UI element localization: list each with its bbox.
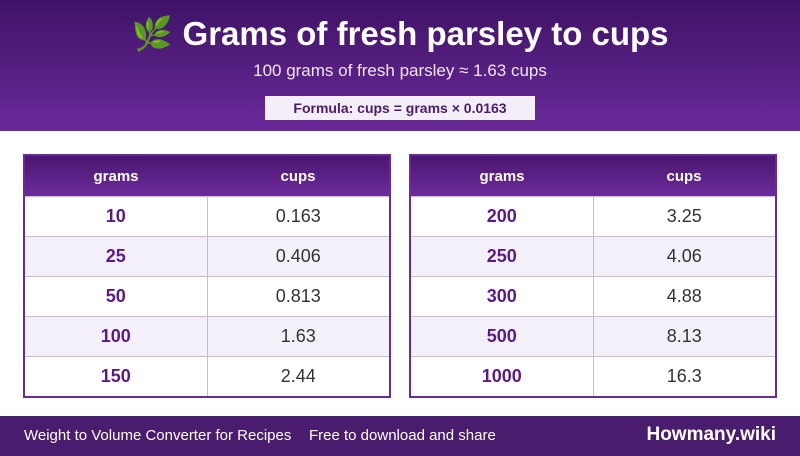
grams-cell: 1000 [410,356,594,397]
grams-cell: 150 [24,356,208,397]
column-header: grams [24,155,207,197]
grams-cell: 200 [410,196,594,237]
table-row: 1000 16.3 [410,356,776,397]
cups-cell: 2.44 [207,356,390,397]
cups-cell: 16.3 [593,356,776,397]
table-row: 300 4.88 [410,276,776,317]
formula: Formula: cups = grams × 0.0163 [265,96,535,120]
grams-cell: 500 [410,316,594,357]
grams-cell: 10 [24,196,208,237]
grams-cell: 300 [410,276,594,317]
cups-cell: 3.25 [593,196,776,237]
cups-cell: 8.13 [593,316,776,357]
table-row: 50 0.813 [24,276,390,317]
cups-cell: 0.163 [207,196,390,237]
grams-cell: 50 [24,276,208,317]
grams-cell: 100 [24,316,208,357]
table-row: 25 0.406 [24,236,390,277]
title: Grams of fresh parsley to cups [182,15,669,52]
conversion-table: grams cups 200 3.25 250 4.06 300 4.88 500 8.13 100… [409,154,777,398]
grams-cell: 25 [24,236,208,277]
title-row: 🌿 Grams of fresh parsley to cups [0,14,800,54]
header-row: grams cups [410,155,776,197]
column-header: grams [410,155,593,197]
cups-cell: 4.88 [593,276,776,317]
grams-cell: 250 [410,236,594,277]
cups-cell: 1.63 [207,316,390,357]
table-row: 250 4.06 [410,236,776,277]
brand[interactable]: Howmany.wiki [646,424,776,445]
header: 🌿 Grams of fresh parsley to cups 100 gram… [0,0,800,131]
footer: Weight to Volume Converter for Recipes F… [0,416,800,456]
footer-text: Free to download and share [309,427,496,444]
icon: 🌿 [131,15,173,52]
table-row: 200 3.25 [410,196,776,237]
cups-cell: 4.06 [593,236,776,277]
column-header: cups [207,155,390,197]
footer-text: Weight to Volume Converter for Recipes [24,427,292,444]
header-row: grams cups [24,155,390,197]
conversion-table: grams cups 10 0.163 25 0.406 50 0.813 100 1.63 150… [23,154,391,398]
table-row: 150 2.44 [24,356,390,397]
column-header: cups [593,155,776,197]
table-row: 10 0.163 [24,196,390,237]
subtitle: 100 grams of fresh parsley ≈ 1.63 cups [253,61,547,80]
cups-cell: 0.406 [207,236,390,277]
table-row: 100 1.63 [24,316,390,357]
table-row: 500 8.13 [410,316,776,357]
cups-cell: 0.813 [207,276,390,317]
